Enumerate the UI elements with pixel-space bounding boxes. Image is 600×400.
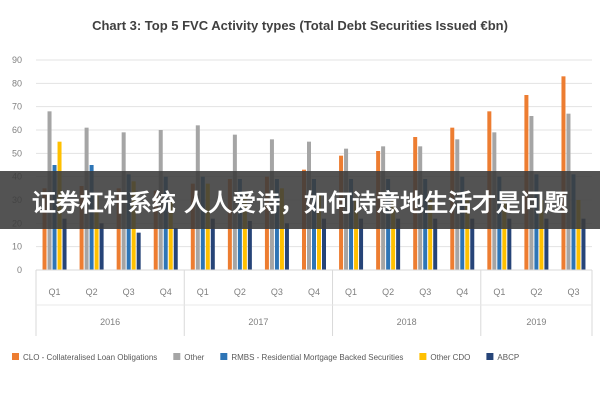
legend-swatch — [220, 353, 228, 360]
bar — [153, 190, 158, 270]
x-tick-label: Q4 — [160, 287, 172, 297]
bar — [428, 200, 433, 270]
bar — [62, 218, 67, 270]
x-tick-label: Q1 — [493, 287, 505, 297]
overlay-banner: 证券杠杆系统 人人爱诗，如何诗意地生活才是问题 — [0, 171, 600, 229]
y-tick-label: 10 — [12, 242, 22, 252]
bar — [465, 200, 470, 270]
bar — [279, 188, 284, 270]
bar — [116, 188, 121, 270]
legend-label: ABCP — [497, 353, 519, 362]
bar — [581, 218, 586, 270]
legend-swatch — [486, 353, 494, 360]
y-axis: 0102030405060708090 — [12, 55, 22, 275]
bar — [433, 218, 438, 270]
bar — [99, 223, 104, 270]
legend-swatch — [419, 353, 427, 360]
x-tick-label: Q1 — [345, 287, 357, 297]
bar — [168, 200, 173, 270]
x-axis: Q1 Q2 Q3 Q4 Q1 Q2 Q3 Q4 Q1 Q2 Q3 Q4 Q1 Q2 Q3 2016 2017 20… — [35, 269, 593, 336]
x-tick-label: Q4 — [456, 287, 468, 297]
x-tick-label: Q3 — [567, 287, 579, 297]
bar — [42, 188, 47, 270]
x-tick-label: Q1 — [49, 287, 61, 297]
bar — [391, 200, 396, 270]
bar — [322, 218, 326, 270]
bar — [359, 218, 364, 270]
y-tick-label: 80 — [12, 78, 22, 88]
legend-label: RMBS - Residential Mortgage Backed Secur… — [231, 353, 403, 362]
bar — [210, 218, 215, 270]
chart-title: Chart 3: Top 5 FVC Activity types (Total… — [92, 18, 508, 33]
year-label: 2016 — [100, 317, 120, 327]
bar — [317, 193, 321, 270]
bar — [502, 200, 507, 270]
year-label: 2019 — [526, 317, 546, 327]
bar — [136, 232, 141, 270]
bar — [539, 200, 544, 270]
bar — [94, 195, 99, 270]
x-tick-label: Q2 — [234, 287, 246, 297]
y-tick-label: 60 — [12, 125, 22, 135]
legend-label: Other — [184, 353, 204, 362]
legend-swatch — [12, 353, 19, 360]
bar — [544, 218, 549, 270]
bar — [470, 218, 475, 270]
bar — [354, 200, 359, 270]
legend-label: CLO - Collateralised Loan Obligations — [23, 353, 157, 362]
y-tick-label: 50 — [12, 148, 22, 158]
year-label: 2017 — [248, 317, 268, 327]
bar — [284, 223, 289, 270]
x-tick-label: Q3 — [419, 287, 431, 297]
y-tick-label: 90 — [12, 55, 22, 65]
x-tick-label: Q2 — [382, 287, 394, 297]
x-tick-label: Q3 — [271, 287, 283, 297]
y-tick-label: 0 — [17, 265, 22, 275]
x-tick-label: Q2 — [86, 287, 98, 297]
bar — [507, 218, 512, 270]
legend-label: Other CDO — [430, 353, 470, 362]
bar — [247, 221, 252, 270]
x-tick-label: Q4 — [308, 287, 320, 297]
bar — [576, 200, 581, 270]
overlay-banner-text: 证券杠杆系统 人人爱诗，如何诗意地生活才是问题 — [32, 189, 568, 217]
x-tick-label: Q3 — [123, 287, 135, 297]
x-tick-label: Q2 — [530, 287, 542, 297]
y-tick-label: 70 — [12, 102, 22, 112]
x-tick-label: Q1 — [197, 287, 209, 297]
bar — [396, 218, 401, 270]
overlay-banner-background — [0, 171, 600, 229]
legend: CLO - Collateralised Loan Obligations Oth… — [12, 353, 519, 362]
year-label: 2018 — [397, 317, 417, 327]
bar — [242, 195, 247, 270]
bar — [173, 228, 178, 270]
legend-swatch — [173, 353, 181, 360]
